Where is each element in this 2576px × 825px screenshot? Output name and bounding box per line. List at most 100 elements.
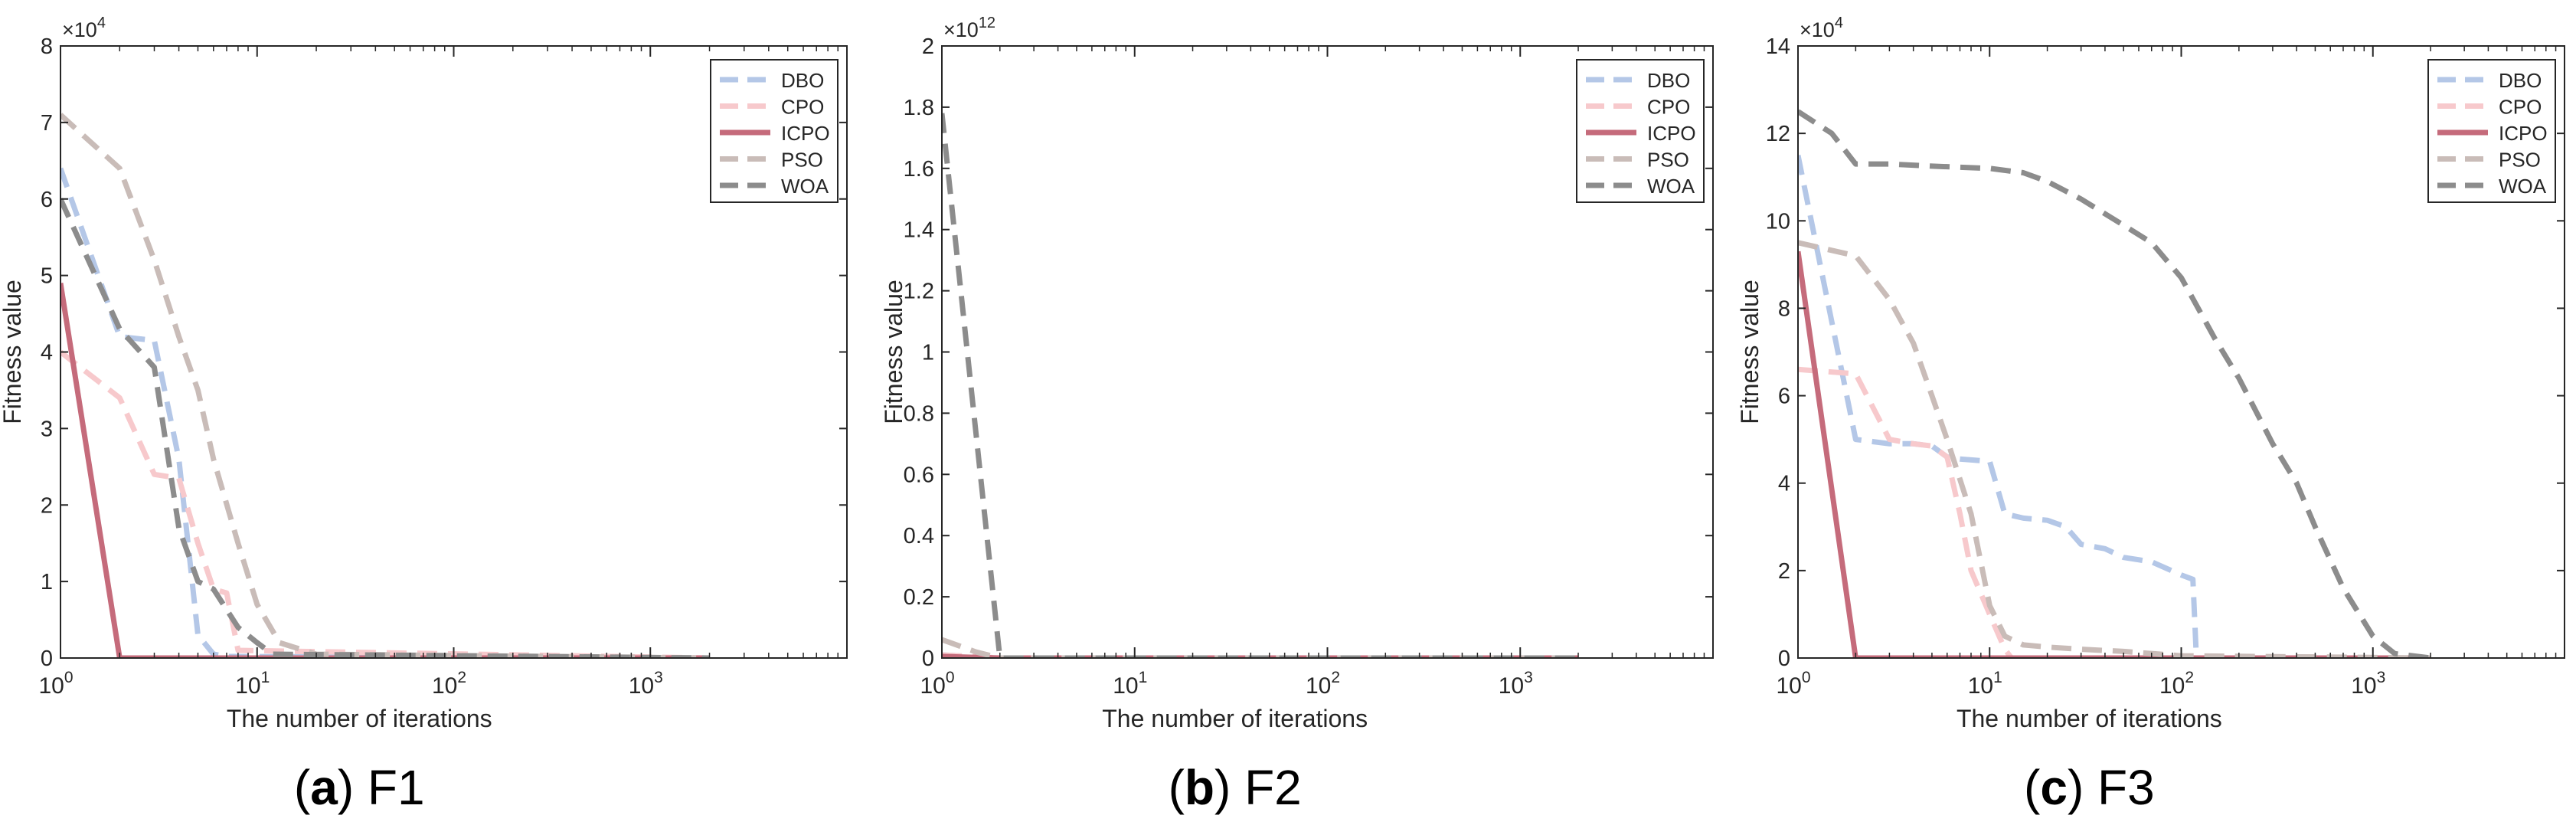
y-exponent-base: ×10 [1800, 18, 1835, 41]
caption-letter: ( [294, 760, 310, 815]
y-tick-label: 0.8 [904, 401, 934, 426]
legend-label-cpo: CPO [1647, 96, 1690, 119]
y-tick-label: 0.4 [904, 524, 934, 548]
y-exponent-power: 12 [979, 15, 995, 31]
series-line-woa [1798, 109, 2431, 658]
legend-label-dbo: DBO [1647, 69, 1690, 92]
x-tick-base: 10 [920, 673, 945, 699]
y-exponent-label: ×1012 [943, 15, 995, 41]
y-tick-label: 8 [41, 34, 53, 59]
y-tick-label: 2 [1778, 559, 1790, 584]
y-axis-label: Fitness value [1736, 280, 1764, 424]
y-tick-label: 5 [41, 264, 53, 289]
x-tick-power: 3 [1524, 669, 1533, 686]
y-tick-label: 1 [922, 341, 934, 365]
y-tick-label: 0 [1778, 647, 1790, 671]
caption-letter-close: ) [1214, 760, 1244, 815]
x-tick-power: 2 [457, 669, 466, 686]
x-tick-power: 3 [2377, 669, 2386, 686]
x-tick-label: 100 [38, 669, 73, 699]
y-exponent-power: 4 [97, 15, 106, 31]
caption-name: F3 [2097, 760, 2155, 815]
series-line-pso [1798, 240, 2431, 658]
x-tick-power: 2 [2185, 669, 2194, 686]
legend: DBO CPO ICPO PSO WOA [710, 59, 839, 203]
caption-letter-bold: b [1185, 760, 1214, 815]
caption-letter-close: ) [338, 760, 368, 815]
x-tick-power: 0 [946, 669, 955, 686]
y-tick-label: 14 [1766, 34, 1790, 59]
legend-label-icpo: ICPO [1647, 122, 1696, 145]
y-exponent-label: ×104 [62, 15, 106, 41]
caption-letter-bold: c [2040, 760, 2068, 815]
caption-letter: ( [1169, 760, 1185, 815]
x-tick-label: 101 [1968, 669, 2002, 699]
x-tick-power: 1 [261, 669, 270, 686]
legend-label-cpo: CPO [781, 96, 824, 119]
legend: DBO CPO ICPO PSO WOA [1576, 59, 1705, 203]
legend-label-dbo: DBO [2499, 69, 2542, 92]
y-tick-label: 6 [1778, 385, 1790, 409]
x-tick-power: 2 [1331, 669, 1340, 686]
x-tick-power: 0 [64, 669, 74, 686]
x-tick-label: 102 [1306, 669, 1340, 699]
y-tick-label: 10 [1766, 209, 1790, 234]
caption-name: F1 [368, 760, 425, 815]
x-tick-label: 103 [1499, 669, 1533, 699]
panel-caption: (a) F1 [294, 760, 425, 815]
caption-letter: ( [2024, 760, 2040, 815]
legend-box [710, 59, 839, 203]
series-group [942, 113, 1578, 658]
x-axis-label: The number of iterations [1957, 705, 2222, 732]
y-exponent-base: ×10 [943, 18, 979, 41]
series-line-cpo [60, 349, 710, 658]
y-tick-label: 12 [1766, 122, 1790, 146]
series-line-pso [942, 637, 1578, 658]
legend-label-pso: PSO [781, 149, 823, 172]
series-line-icpo [1798, 250, 2431, 658]
legend: DBO CPO ICPO PSO WOA [2427, 59, 2556, 203]
y-tick-label: 0.2 [904, 585, 934, 610]
y-tick-label: 0 [41, 647, 53, 671]
x-tick-label: 101 [1113, 669, 1147, 699]
legend-label-pso: PSO [1647, 149, 1689, 172]
x-axis-label: The number of iterations [227, 705, 492, 732]
x-tick-label: 101 [235, 669, 270, 699]
x-tick-power: 3 [654, 669, 663, 686]
y-axis-label: Fitness value [0, 280, 26, 424]
x-tick-base: 10 [1968, 673, 1993, 699]
legend-label-woa: WOA [1647, 175, 1695, 198]
y-exponent-label: ×104 [1800, 15, 1843, 41]
x-tick-base: 10 [2351, 673, 2376, 699]
x-tick-base: 10 [2159, 673, 2185, 699]
y-tick-label: 1.4 [904, 218, 934, 243]
x-tick-label: 103 [629, 669, 663, 699]
x-tick-base: 10 [38, 673, 64, 699]
x-tick-base: 10 [1499, 673, 1524, 699]
x-tick-label: 102 [2159, 669, 2194, 699]
panel-caption: (c) F3 [2024, 760, 2155, 815]
series-line-pso [60, 113, 710, 658]
series-group [1798, 109, 2431, 658]
y-tick-label: 6 [41, 188, 53, 212]
y-tick-label: 1.6 [904, 157, 934, 182]
x-tick-label: 102 [432, 669, 466, 699]
series-line-cpo [1798, 366, 2431, 658]
y-axis-label: Fitness value [880, 280, 907, 424]
legend-label-icpo: ICPO [2499, 122, 2548, 145]
x-tick-base: 10 [1113, 673, 1138, 699]
x-tick-power: 1 [1993, 669, 2002, 686]
y-tick-label: 2 [41, 493, 53, 518]
y-tick-label: 7 [41, 111, 53, 136]
caption-name: F2 [1244, 760, 1302, 815]
x-axis-label: The number of iterations [1102, 705, 1368, 732]
series-line-dbo [60, 167, 710, 658]
series-group [60, 113, 710, 658]
x-tick-base: 10 [432, 673, 457, 699]
y-exponent-base: ×10 [62, 18, 97, 41]
panel-caption: (b) F2 [1169, 760, 1302, 815]
x-tick-base: 10 [1776, 673, 1801, 699]
legend-label-dbo: DBO [781, 69, 824, 92]
